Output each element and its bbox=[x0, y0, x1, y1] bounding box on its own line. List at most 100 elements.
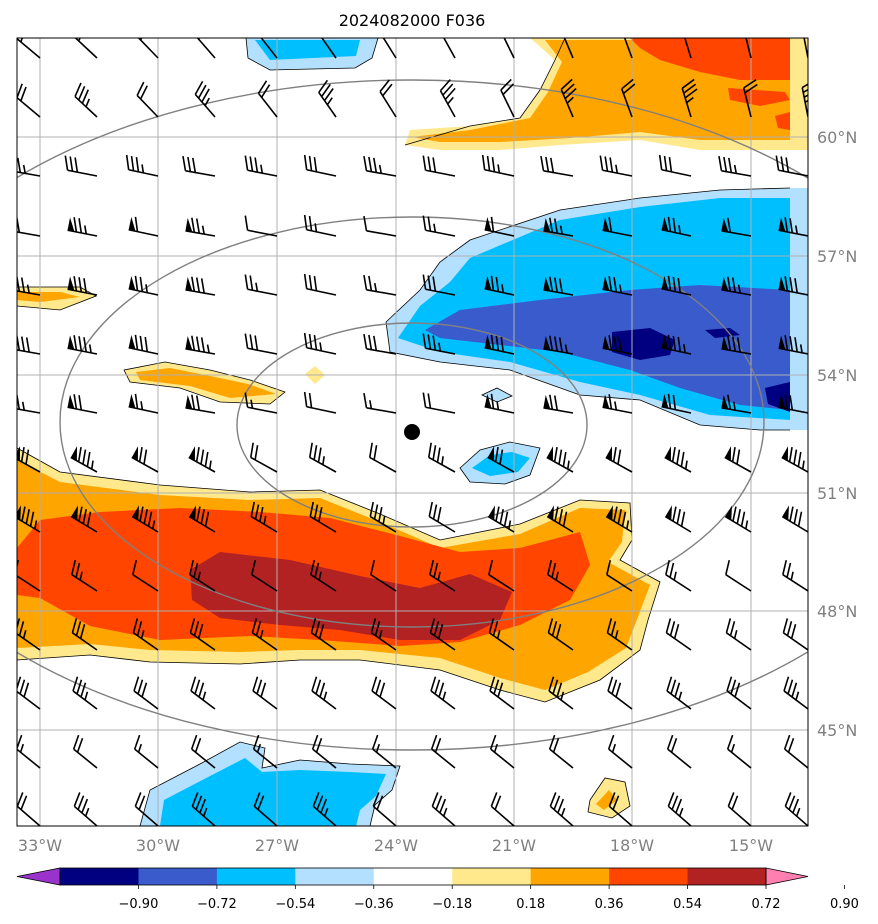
wind-barb bbox=[661, 393, 692, 414]
wind-barb bbox=[136, 81, 159, 118]
longitude-label: 18°W bbox=[610, 836, 654, 855]
wind-barb bbox=[666, 734, 692, 769]
colorbar-tick-label: 0.36 bbox=[595, 897, 624, 912]
wind-barb bbox=[128, 216, 159, 237]
wind-barb bbox=[363, 393, 397, 414]
wind-barb bbox=[72, 734, 98, 769]
wind-barb bbox=[73, 792, 98, 826]
wind-barb bbox=[781, 505, 808, 533]
wind-barb bbox=[658, 154, 692, 177]
wind-barb bbox=[185, 394, 216, 414]
wind-barb bbox=[602, 217, 633, 237]
wind-barb bbox=[439, 38, 456, 59]
colorbar-segment bbox=[138, 868, 218, 885]
wind-barb bbox=[484, 216, 515, 237]
wind-barb bbox=[185, 217, 216, 237]
positive-anomaly-ne-inner bbox=[630, 38, 790, 80]
wind-barb bbox=[783, 734, 808, 769]
wind-barb bbox=[318, 79, 337, 118]
wind-barb bbox=[540, 156, 574, 177]
colorbar-extend-low bbox=[16, 867, 61, 886]
wind-barb bbox=[251, 618, 278, 651]
wind-barb bbox=[560, 38, 574, 59]
wind-barb bbox=[17, 157, 41, 177]
wind-barb bbox=[543, 335, 574, 355]
colorbar-tick-label: −0.36 bbox=[354, 897, 394, 912]
wind-barb bbox=[661, 334, 692, 355]
wind-barb bbox=[17, 505, 41, 533]
wind-barb bbox=[125, 154, 159, 177]
wind-barb bbox=[778, 335, 808, 355]
wind-barb bbox=[310, 618, 337, 651]
wind-barb bbox=[782, 618, 808, 651]
wind-barb bbox=[546, 505, 574, 533]
wind-barb bbox=[543, 217, 574, 237]
wind-barb bbox=[488, 560, 515, 592]
wind-barb bbox=[726, 676, 752, 710]
wind-barb bbox=[620, 38, 633, 59]
wind-barb bbox=[608, 792, 633, 826]
wind-barb bbox=[70, 446, 98, 473]
wind-barb bbox=[128, 393, 159, 414]
positive-anomaly-south-core bbox=[190, 552, 512, 640]
wind-barb bbox=[72, 676, 98, 710]
wind-barb bbox=[194, 38, 216, 59]
wind-barb bbox=[606, 618, 633, 651]
anomaly-fill-layer bbox=[17, 38, 808, 826]
wind-barb bbox=[543, 276, 574, 296]
wind-barb bbox=[250, 501, 278, 533]
wind-barb bbox=[312, 792, 337, 826]
wind-barb bbox=[303, 332, 337, 355]
wind-barb bbox=[775, 155, 808, 177]
wind-barb bbox=[67, 217, 98, 237]
wind-barb bbox=[303, 214, 337, 237]
wind-barb bbox=[726, 734, 752, 769]
wind-barb bbox=[379, 79, 397, 118]
wind-barb bbox=[249, 442, 278, 473]
wind-barb bbox=[74, 82, 98, 118]
wind-barb bbox=[801, 79, 808, 118]
colorbar-segment bbox=[530, 868, 610, 885]
wind-barb bbox=[430, 676, 456, 710]
wind-barb bbox=[778, 276, 808, 296]
wind-barb bbox=[422, 155, 456, 177]
wind-barb bbox=[131, 505, 159, 533]
wind-barb bbox=[422, 274, 456, 296]
wind-barb bbox=[71, 560, 98, 592]
longitude-label: 15°W bbox=[729, 836, 773, 855]
wind-barb bbox=[547, 618, 574, 651]
wind-barb bbox=[132, 618, 159, 651]
wind-barb bbox=[370, 560, 397, 592]
wind-barb bbox=[71, 618, 98, 651]
wind-barb bbox=[132, 560, 159, 592]
wind-barb bbox=[185, 276, 216, 296]
wind-barb bbox=[188, 446, 216, 473]
colorbar-tick-label: −0.90 bbox=[119, 897, 159, 912]
wind-barb bbox=[189, 560, 216, 592]
wind-barb bbox=[363, 275, 397, 296]
wind-barb bbox=[372, 792, 397, 826]
longitude-label: 33°W bbox=[18, 836, 62, 855]
wind-barb bbox=[422, 392, 456, 414]
wind-barb bbox=[128, 334, 159, 355]
wind-barb bbox=[484, 393, 515, 414]
wind-barb bbox=[599, 155, 633, 177]
wind-barb bbox=[134, 792, 159, 826]
wind-barb bbox=[363, 334, 397, 355]
longitude-label: 30°W bbox=[136, 836, 180, 855]
wind-barb bbox=[500, 38, 515, 59]
wind-barb bbox=[549, 792, 574, 826]
latitude-label: 57°N bbox=[817, 247, 857, 266]
colorbar-tick-label: 0.54 bbox=[673, 897, 702, 912]
wind-barb bbox=[67, 335, 98, 355]
colorbar-tick-label: 0.90 bbox=[830, 897, 859, 912]
colorbar-segment bbox=[295, 868, 375, 885]
wind-barb bbox=[70, 505, 98, 533]
wind-barb bbox=[801, 38, 808, 59]
wind-barb bbox=[664, 446, 692, 473]
wind-barb bbox=[430, 734, 456, 769]
wind-barb bbox=[665, 560, 692, 592]
wind-barb bbox=[602, 335, 633, 355]
wind-barb bbox=[67, 276, 98, 296]
wind-barb bbox=[368, 442, 397, 473]
